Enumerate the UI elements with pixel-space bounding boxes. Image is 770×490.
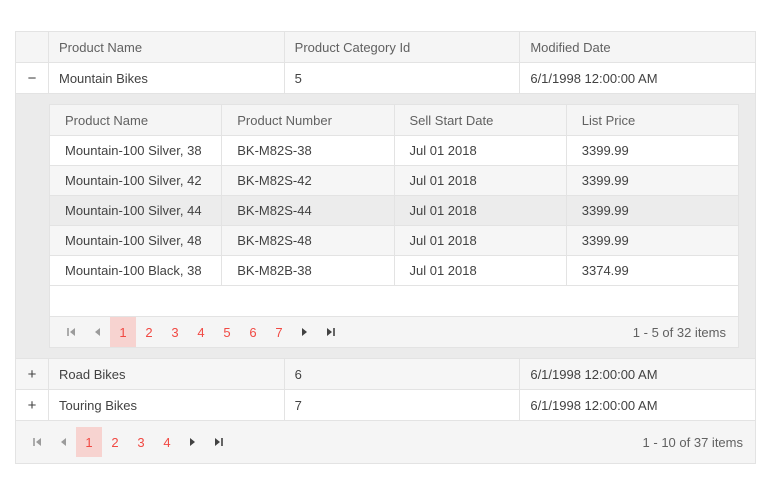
- pager-info: 1 - 10 of 37 items: [642, 434, 743, 450]
- expand-icon[interactable]: +: [27, 365, 37, 383]
- previous-page-button[interactable]: [50, 427, 76, 457]
- detail-header-sell-start-date: Sell Start Date: [393, 105, 566, 135]
- cell-list-price: 3399.99: [565, 196, 738, 225]
- cell-product-name: Mountain-100 Silver, 48: [65, 233, 202, 248]
- page-button-3[interactable]: 3: [171, 324, 179, 340]
- detail-row-item[interactable]: Mountain-100 Silver, 38 BK-M82S-38 Jul 0…: [50, 136, 738, 166]
- detail-row-item[interactable]: Mountain-100 Silver, 42 BK-M82S-42 Jul 0…: [50, 166, 738, 196]
- hierarchy-cell: −: [16, 63, 48, 93]
- cell-product-name: Touring Bikes: [48, 390, 284, 420]
- detail-grid-pager: 1 2 3 4 5 6 7 1 - 5 of 32 items: [50, 316, 738, 347]
- collapse-icon[interactable]: −: [27, 69, 37, 87]
- page-button-2[interactable]: 2: [145, 324, 153, 340]
- detail-header-product-number: Product Number: [221, 105, 393, 135]
- hierarchy-header-cell: [16, 32, 48, 62]
- expand-icon[interactable]: +: [27, 396, 37, 414]
- cell-product-number: BK-M82S-44: [221, 196, 393, 225]
- page-button-1[interactable]: 1: [76, 427, 102, 457]
- previous-page-icon: [95, 328, 100, 336]
- cell-product-name: Mountain-100 Silver, 38: [65, 143, 202, 158]
- cell-modified-date: 6/1/1998 12:00:00 AM: [519, 359, 755, 389]
- cell-product-number: BK-M82S-48: [221, 226, 393, 255]
- detail-row-item[interactable]: Mountain-100 Black, 38 BK-M82B-38 Jul 01…: [50, 256, 738, 286]
- cell-product-category-id: 5: [283, 63, 520, 93]
- detail-row-item[interactable]: Mountain-100 Silver, 48 BK-M82S-48 Jul 0…: [50, 226, 738, 256]
- cell-list-price: 3399.99: [565, 226, 738, 255]
- page-button-3[interactable]: 3: [137, 434, 145, 450]
- cell-product-name: Mountain-100 Black, 38: [65, 263, 202, 278]
- cell-sell-start-date: Jul 01 2018: [393, 226, 566, 255]
- master-row-road-bikes[interactable]: + Road Bikes 6 6/1/1998 12:00:00 AM: [16, 359, 755, 390]
- cell-list-price: 3399.99: [565, 136, 738, 165]
- first-page-button[interactable]: [58, 317, 84, 347]
- cell-list-price: 3374.99: [565, 256, 738, 285]
- page-button-7[interactable]: 7: [275, 324, 283, 340]
- cell-product-name: Road Bikes: [48, 359, 284, 389]
- cell-product-name: Mountain-100 Silver, 44: [65, 203, 202, 218]
- detail-header-product-name: Product Name: [65, 112, 149, 128]
- next-page-button[interactable]: [292, 317, 318, 347]
- next-page-icon: [190, 438, 195, 446]
- first-page-button[interactable]: [24, 427, 50, 457]
- master-row-touring-bikes[interactable]: + Touring Bikes 7 6/1/1998 12:00:00 AM: [16, 390, 755, 421]
- hierarchy-cell: +: [16, 359, 48, 389]
- detail-row-item[interactable]: Mountain-100 Silver, 44 BK-M82S-44 Jul 0…: [50, 196, 738, 226]
- previous-page-icon: [61, 438, 66, 446]
- page-button-1[interactable]: 1: [110, 317, 136, 347]
- cell-product-name: Mountain-100 Silver, 42: [65, 173, 202, 188]
- cell-product-number: BK-M82S-42: [221, 166, 393, 195]
- hierarchy-cell: +: [16, 390, 48, 420]
- page-button-4[interactable]: 4: [197, 324, 205, 340]
- page-button-5[interactable]: 5: [223, 324, 231, 340]
- cell-product-name: Mountain Bikes: [48, 63, 284, 93]
- cell-product-number: BK-M82S-38: [221, 136, 393, 165]
- master-grid: Product Name Product Category Id Modifie…: [15, 31, 756, 464]
- next-page-button[interactable]: [180, 427, 206, 457]
- last-page-button[interactable]: [318, 317, 344, 347]
- master-grid-pager: 1 2 3 4 1 - 10 of 37 items: [16, 421, 755, 463]
- previous-page-button[interactable]: [84, 317, 110, 347]
- page-button-6[interactable]: 6: [249, 324, 257, 340]
- detail-grid-header: Product Name Product Number Sell Start D…: [50, 105, 738, 136]
- last-page-icon: [327, 328, 335, 336]
- detail-header-list-price: List Price: [565, 105, 738, 135]
- last-page-icon: [215, 438, 223, 446]
- detail-grid: Product Name Product Number Sell Start D…: [49, 104, 739, 348]
- master-grid-header: Product Name Product Category Id Modifie…: [16, 32, 755, 63]
- first-page-icon: [33, 438, 41, 446]
- header-product-name: Product Name: [48, 32, 284, 62]
- header-product-category-id: Product Category Id: [283, 32, 520, 62]
- page-button-4[interactable]: 4: [163, 434, 171, 450]
- cell-list-price: 3399.99: [565, 166, 738, 195]
- detail-row: Product Name Product Number Sell Start D…: [16, 94, 755, 359]
- cell-product-number: BK-M82B-38: [221, 256, 393, 285]
- cell-modified-date: 6/1/1998 12:00:00 AM: [519, 63, 755, 93]
- page-button-2[interactable]: 2: [111, 434, 119, 450]
- last-page-button[interactable]: [206, 427, 232, 457]
- cell-modified-date: 6/1/1998 12:00:00 AM: [519, 390, 755, 420]
- header-modified-date: Modified Date: [519, 32, 755, 62]
- cell-sell-start-date: Jul 01 2018: [393, 256, 566, 285]
- cell-product-category-id: 7: [283, 390, 520, 420]
- pager-info: 1 - 5 of 32 items: [632, 324, 726, 340]
- cell-sell-start-date: Jul 01 2018: [393, 136, 566, 165]
- cell-sell-start-date: Jul 01 2018: [393, 166, 566, 195]
- first-page-icon: [67, 328, 75, 336]
- next-page-icon: [302, 328, 307, 336]
- master-row-mountain-bikes[interactable]: − Mountain Bikes 5 6/1/1998 12:00:00 AM: [16, 63, 755, 94]
- detail-grid-empty-area: [50, 286, 738, 316]
- cell-sell-start-date: Jul 01 2018: [393, 196, 566, 225]
- cell-product-category-id: 6: [283, 359, 520, 389]
